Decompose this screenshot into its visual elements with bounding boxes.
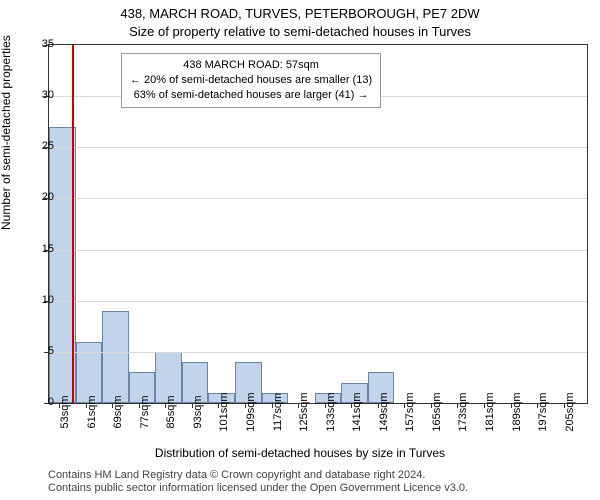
- reference-line: [72, 45, 74, 403]
- gridline-h: [49, 147, 587, 148]
- xtick-label: 149sqm: [378, 386, 390, 431]
- annotation-line: 63% of semi-detached houses are larger (…: [130, 88, 372, 103]
- ytick-label: 25: [8, 140, 54, 152]
- xtick-label: 205sqm: [564, 386, 576, 431]
- ytick-label: 30: [8, 89, 54, 101]
- xtick-label: 53sqm: [59, 389, 71, 428]
- annotation-line: 438 MARCH ROAD: 57sqm: [130, 58, 372, 73]
- ytick-label: 15: [8, 243, 54, 255]
- xtick-label: 141sqm: [351, 386, 363, 431]
- annotation-box: 438 MARCH ROAD: 57sqm← 20% of semi-detac…: [121, 53, 381, 108]
- xtick-label: 69sqm: [112, 389, 124, 428]
- chart-title-main: 438, MARCH ROAD, TURVES, PETERBOROUGH, P…: [0, 6, 600, 21]
- x-axis-label: Distribution of semi-detached houses by …: [0, 446, 600, 460]
- plot-area: 53sqm61sqm69sqm77sqm85sqm93sqm101sqm109s…: [48, 44, 588, 404]
- xtick-label: 173sqm: [457, 386, 469, 431]
- xtick-label: 93sqm: [192, 389, 204, 428]
- xtick-label: 125sqm: [298, 386, 310, 431]
- xtick-label: 85sqm: [165, 389, 177, 428]
- gridline-h: [49, 301, 587, 302]
- xtick-label: 157sqm: [404, 386, 416, 431]
- xtick-label: 61sqm: [86, 389, 98, 428]
- gridline-h: [49, 198, 587, 199]
- footnote: Contains HM Land Registry data © Crown c…: [48, 469, 468, 497]
- xtick-label: 197sqm: [537, 386, 549, 431]
- chart-title-sub: Size of property relative to semi-detach…: [0, 24, 600, 39]
- xtick-label: 189sqm: [511, 386, 523, 431]
- ytick-label: 10: [8, 294, 54, 306]
- gridline-h: [49, 352, 587, 353]
- xtick-label: 165sqm: [431, 386, 443, 431]
- xtick-label: 117sqm: [272, 387, 284, 431]
- annotation-line: ← 20% of semi-detached houses are smalle…: [130, 73, 372, 88]
- xtick-label: 133sqm: [325, 386, 337, 431]
- xtick-label: 77sqm: [139, 389, 151, 428]
- xtick-label: 109sqm: [245, 386, 257, 431]
- ytick-label: 5: [8, 345, 54, 357]
- ytick-label: 0: [8, 396, 54, 408]
- xtick-label: 101sqm: [218, 386, 230, 431]
- figure: 438, MARCH ROAD, TURVES, PETERBOROUGH, P…: [0, 0, 600, 500]
- ytick-label: 20: [8, 191, 54, 203]
- ytick-label: 35: [8, 38, 54, 50]
- gridline-h: [49, 250, 587, 251]
- xtick-label: 181sqm: [484, 386, 496, 431]
